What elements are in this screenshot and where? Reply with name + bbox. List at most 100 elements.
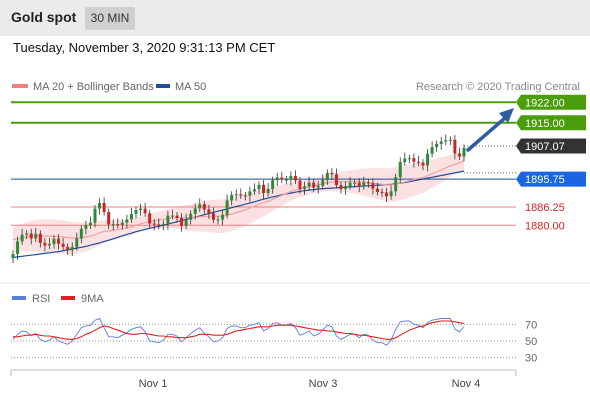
rsi-legend-swatch (12, 296, 26, 300)
time-axis-label: Nov 1 (139, 378, 168, 390)
candle-body (430, 147, 434, 154)
candle-body (330, 172, 334, 175)
candle-body (52, 238, 56, 245)
timeframe-badge[interactable]: 30 MIN (85, 7, 135, 30)
candle-body (293, 176, 297, 181)
ma50-legend-label: MA 50 (175, 81, 206, 93)
price-pane: 1922.00 1915.00 1907.07 1895.75 1886.25 1880.… (11, 94, 586, 264)
candle-body (462, 147, 466, 157)
rsi-ma-line (13, 320, 465, 340)
candle-body (139, 208, 143, 211)
rsi-level-label: 30 (525, 353, 537, 365)
candle-body (262, 184, 266, 194)
candle-body (334, 174, 338, 186)
candle-body (271, 180, 275, 189)
candle-body (16, 241, 20, 254)
candle-body (34, 233, 38, 239)
pivot-label-tag (516, 138, 586, 154)
pivot-line-label: 1895.75 (525, 174, 565, 186)
candle-body (303, 186, 307, 189)
candle-body (284, 179, 288, 181)
candle-body (38, 233, 42, 243)
candle-body (43, 242, 47, 246)
candle-body (157, 224, 161, 226)
candle-body (339, 185, 343, 189)
candle-body (70, 246, 74, 251)
candle-body (362, 182, 366, 187)
candle-body (75, 238, 79, 247)
resistance-label-tag (516, 115, 586, 131)
pivot-line-label-tag (516, 171, 586, 187)
candle-body (111, 224, 115, 226)
support-label: 1886.25 (525, 202, 565, 214)
candle-body (344, 186, 348, 189)
candle-body (198, 204, 202, 209)
candle-body (298, 180, 302, 189)
candle-body (439, 141, 443, 144)
candle-body (275, 177, 279, 181)
candle-body (134, 210, 138, 214)
candle-body (348, 182, 352, 187)
candle-body (325, 172, 329, 181)
candle-body (426, 153, 430, 166)
candle-body (357, 182, 361, 187)
candle-body (189, 213, 193, 220)
candle-body (216, 219, 220, 221)
candle-body (257, 184, 261, 190)
candle-body (221, 214, 225, 220)
candle-body (316, 185, 320, 188)
candle-body (93, 208, 97, 223)
forecast-arrow-shaft (466, 116, 507, 152)
candle-body (394, 177, 398, 192)
candle-body (25, 233, 29, 235)
candle-body (175, 215, 179, 218)
rsi-legend-label: RSI (32, 293, 50, 305)
time-axis: Nov 1 Nov 3 Nov 4 (139, 378, 481, 390)
candle-body (371, 183, 375, 189)
candle-body (280, 177, 284, 180)
resistance-label-tag (516, 94, 586, 110)
candle-body (98, 203, 102, 209)
resistance-label: 1922.00 (525, 97, 565, 109)
ma50-legend-swatch (156, 84, 170, 88)
candle-body (84, 225, 88, 229)
candle-body (321, 180, 325, 186)
candle-body (20, 234, 24, 242)
candle-body (148, 213, 152, 224)
candle-body (202, 204, 206, 210)
candle-body (88, 222, 92, 226)
candle-body (61, 243, 65, 247)
candle-body (161, 223, 165, 226)
candle-body (193, 208, 197, 214)
candle-body (453, 139, 457, 154)
candle-body (248, 191, 252, 196)
candle-body (252, 189, 256, 192)
rsi-ma-legend-label: 9MA (81, 293, 104, 305)
forecast-arrow-head (499, 108, 514, 123)
candle-body (234, 194, 238, 196)
candle-body (11, 253, 15, 259)
candle-body (416, 161, 420, 163)
candle-body (207, 209, 211, 214)
candle-body (412, 158, 416, 162)
copyright-text: Research © 2020 Trading Central (416, 81, 580, 93)
candle-body (385, 192, 389, 197)
candle-body (389, 191, 393, 197)
candle-body (57, 238, 61, 244)
candle-body (380, 191, 384, 193)
candle-body (184, 219, 188, 226)
pivot-label: 1907.07 (525, 141, 565, 153)
candle-body (102, 203, 106, 213)
candle-body (79, 228, 83, 239)
candle-body (129, 213, 133, 220)
rsi-line (12, 317, 465, 346)
candle-body (170, 215, 174, 217)
candle-body (312, 182, 316, 188)
candle-body (47, 244, 51, 246)
ma20-line (12, 160, 465, 241)
candle-body (166, 215, 170, 224)
candle-body (243, 195, 247, 197)
candle-body (152, 223, 156, 225)
